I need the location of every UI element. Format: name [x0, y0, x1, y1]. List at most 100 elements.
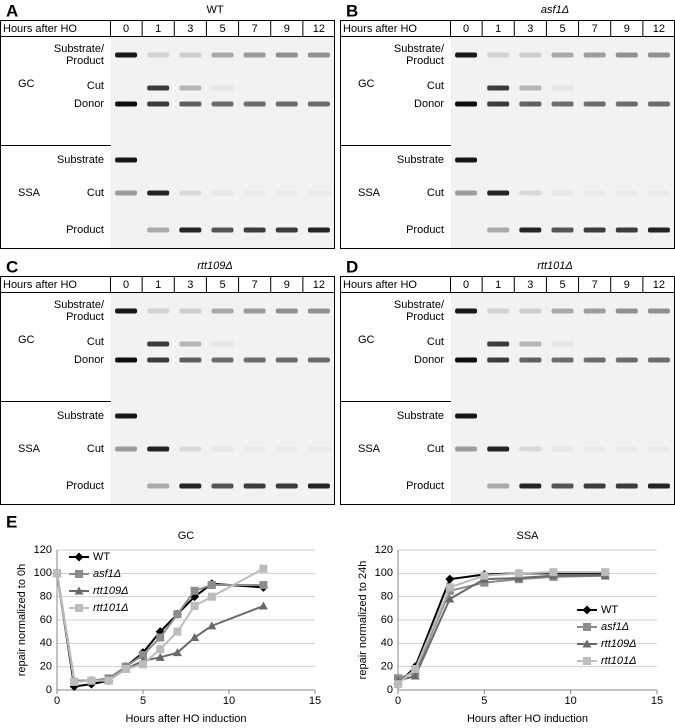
gel-band: [583, 308, 606, 314]
gel-band: [147, 101, 170, 107]
chart-title: SSA: [516, 530, 539, 542]
panel-title: rtt101Δ: [537, 260, 573, 272]
section-label: GC: [358, 334, 375, 346]
marker: [549, 568, 558, 577]
gel-band: [455, 157, 478, 163]
gel-band: [179, 341, 202, 347]
section-label: GC: [18, 334, 35, 346]
marker: [480, 571, 489, 580]
band-label: Substrate/: [394, 299, 445, 311]
panel-title: asf1Δ: [541, 4, 569, 16]
gel-band: [275, 357, 298, 363]
band-label: Product: [406, 480, 444, 492]
marker: [190, 633, 200, 641]
marker: [445, 574, 455, 584]
gel-band: [115, 52, 138, 58]
gel-band: [519, 85, 542, 91]
legend-marker: [583, 623, 591, 631]
marker: [53, 569, 61, 578]
panel-letter: E: [6, 512, 17, 531]
gel-band: [275, 227, 298, 233]
panel-letter: A: [6, 1, 18, 20]
band-label: Cut: [427, 336, 444, 348]
gel-band: [243, 308, 266, 314]
section-label: SSA: [18, 443, 41, 455]
gel-band: [551, 446, 574, 452]
gel-band: [211, 190, 234, 196]
gel-band: [115, 446, 138, 452]
gel-band: [211, 227, 234, 233]
gel-band: [551, 357, 574, 363]
gel-band: [147, 85, 170, 91]
gel-band: [583, 357, 606, 363]
gel-band: [455, 308, 478, 314]
panel-title: rtt109Δ: [197, 260, 233, 272]
gel-band: [615, 101, 638, 107]
marker: [258, 601, 268, 610]
gel-band: [615, 52, 638, 58]
gel-band: [583, 483, 606, 489]
marker: [156, 633, 165, 642]
gel-band: [243, 101, 266, 107]
hour-label: 0: [123, 279, 129, 291]
x-tick-label: 10: [223, 695, 235, 707]
gel-band: [244, 447, 266, 452]
band-label: Product: [66, 55, 104, 67]
marker: [394, 680, 402, 689]
hour-label: 9: [624, 279, 630, 291]
y-tick-label: 120: [34, 544, 52, 556]
hour-label: 3: [527, 23, 533, 35]
band-label: Product: [406, 55, 444, 67]
x-tick-label: 5: [481, 695, 487, 707]
gel-band: [179, 101, 202, 107]
gel-band: [455, 446, 478, 452]
marker: [155, 652, 165, 661]
legend-marker: [74, 586, 84, 595]
legend-label: asf1Δ: [93, 568, 121, 580]
gel-band: [115, 190, 138, 196]
gel-band: [647, 357, 670, 363]
band-label: Substrate: [397, 154, 444, 166]
legend-marker: [582, 605, 592, 615]
hour-label: 7: [252, 279, 258, 291]
gel-band: [551, 85, 574, 91]
marker: [259, 581, 268, 589]
gel-band: [179, 190, 202, 196]
gel-band: [307, 52, 330, 58]
hour-label: 0: [463, 23, 469, 35]
gel-band: [519, 52, 542, 58]
band-label: Donor: [414, 98, 444, 110]
gel-band: [647, 483, 670, 489]
gel-band: [211, 52, 234, 58]
gel-band: [307, 308, 330, 314]
marker: [173, 610, 182, 619]
y-tick-label: 20: [40, 661, 52, 673]
gel-band: [455, 190, 478, 196]
gel-band: [455, 101, 478, 107]
hour-label: 5: [219, 279, 225, 291]
gel-bg: [111, 293, 334, 504]
hour-label: 0: [463, 279, 469, 291]
gel-band: [308, 191, 330, 196]
gel-band: [115, 413, 138, 419]
y-tick-label: 20: [381, 661, 393, 673]
gel-band: [648, 191, 670, 196]
gel-band: [275, 308, 298, 314]
marker: [207, 621, 217, 630]
marker: [139, 651, 147, 659]
header-label: Hours after HO: [3, 23, 77, 35]
gel-band: [211, 446, 234, 452]
panel-letter: D: [346, 257, 358, 276]
gel-band: [308, 447, 330, 452]
gel-band: [647, 308, 670, 314]
band-label: Product: [66, 311, 104, 323]
gel-band: [487, 101, 510, 107]
gel-band: [179, 446, 202, 452]
marker: [445, 583, 454, 592]
gel-band: [551, 341, 574, 347]
x-axis-label: Hours after HO induction: [125, 713, 246, 725]
gel-band: [615, 483, 638, 489]
gel-band: [307, 227, 330, 233]
section-label: GC: [358, 78, 375, 90]
